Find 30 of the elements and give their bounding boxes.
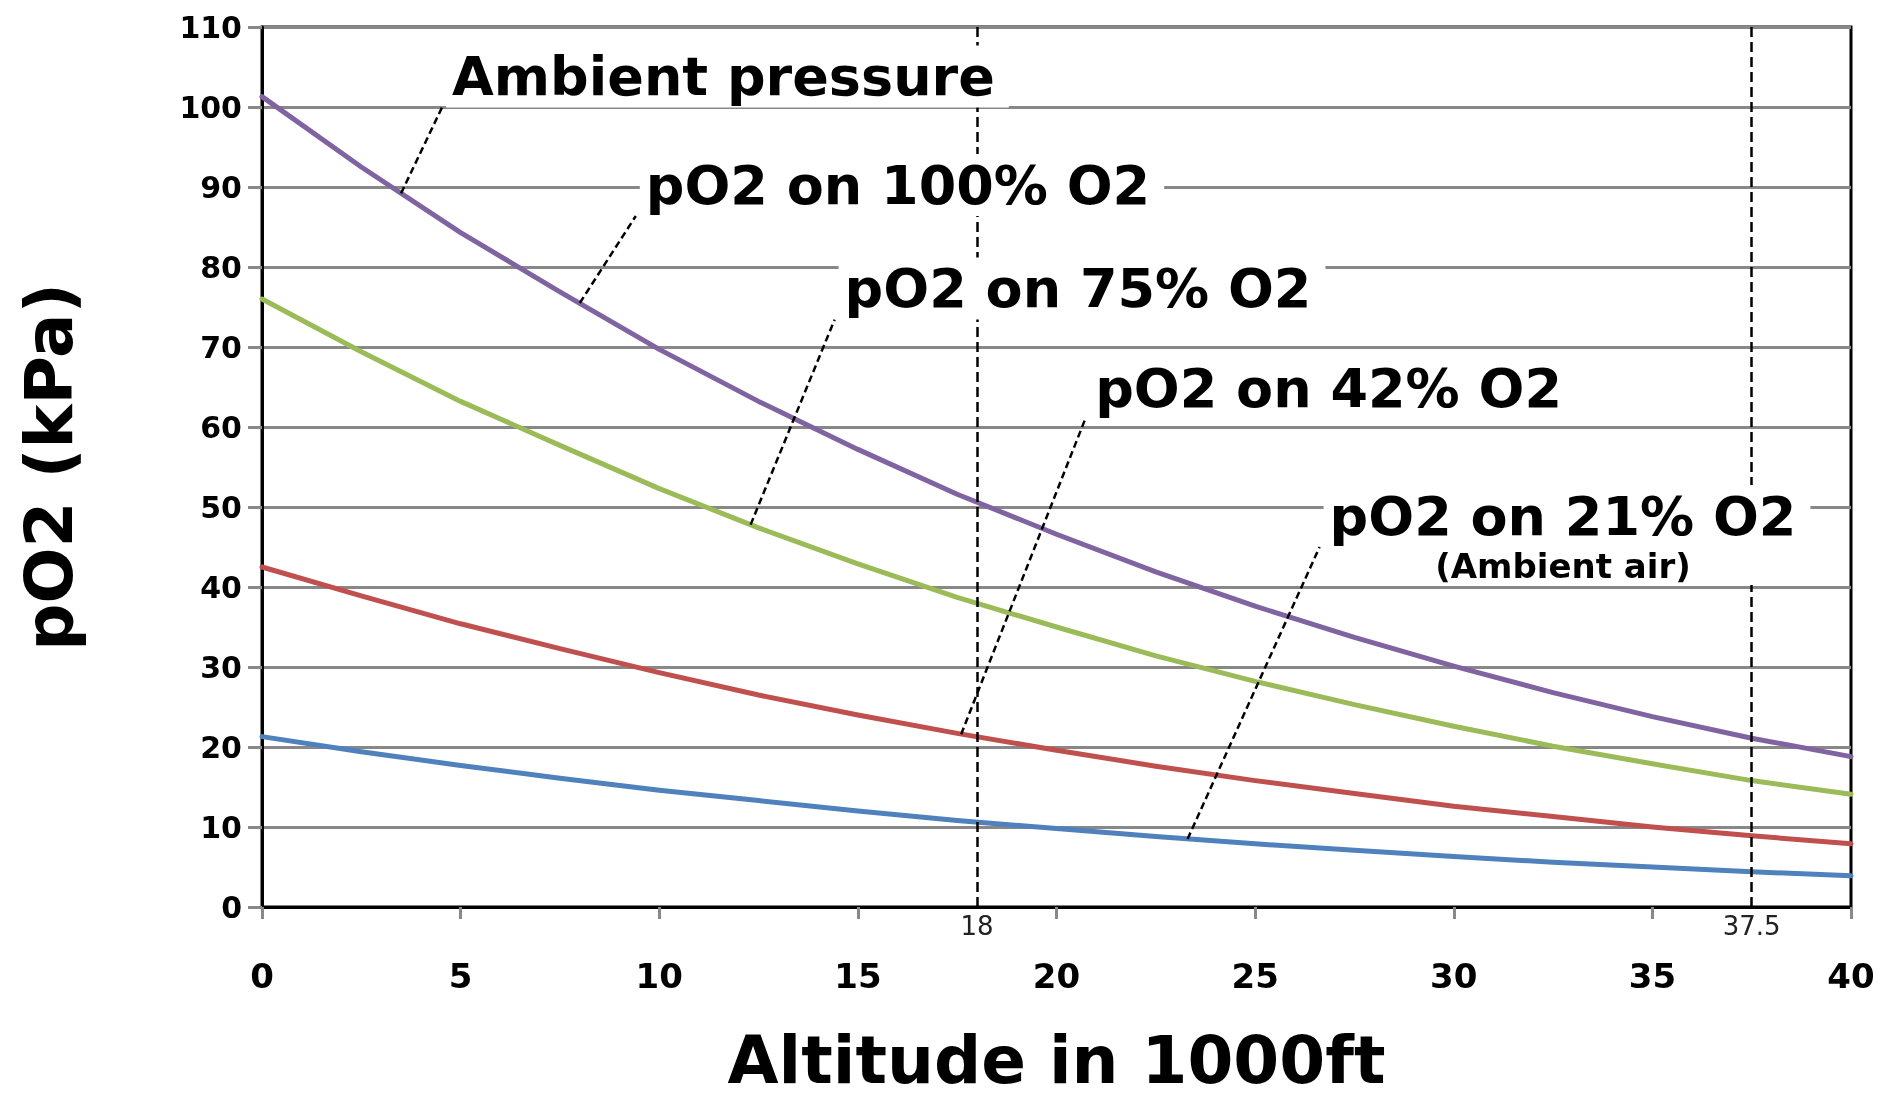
- ref-line-label: 18: [960, 911, 994, 941]
- x-tick-label: 30: [1430, 956, 1478, 996]
- annotation: Ambient pressure: [452, 44, 995, 108]
- x-tick-label: 25: [1231, 956, 1279, 996]
- x-tick-label: 0: [250, 956, 274, 996]
- x-tick-label: 5: [448, 956, 473, 996]
- ref-line-label: 37.5: [1722, 911, 1781, 941]
- y-tick-label: 50: [200, 489, 242, 525]
- y-tick-label: 30: [200, 649, 242, 685]
- y-tick-label: 100: [179, 89, 242, 125]
- y-tick-label: 110: [179, 9, 242, 45]
- x-tick-label: 35: [1628, 956, 1677, 996]
- annotation: pO2 on 42% O2: [1095, 356, 1562, 420]
- y-tick-label: 10: [200, 809, 242, 845]
- x-axis-title: Altitude in 1000ft: [727, 1021, 1386, 1099]
- x-tick-label: 15: [834, 956, 882, 996]
- x-tick-label: 20: [1032, 956, 1081, 996]
- y-tick-label: 20: [200, 729, 242, 765]
- y-tick-label: 60: [200, 409, 242, 445]
- annotation: pO2 on 21% O2 (Ambient air): [1329, 484, 1797, 586]
- y-tick-label: 70: [200, 329, 242, 365]
- y-axis-title: pO2 (kPa): [10, 283, 88, 651]
- y-tick-label: 90: [200, 169, 242, 205]
- annotation: pO2 on 75% O2: [844, 257, 1312, 321]
- annotation: pO2 on 100% O2: [645, 153, 1151, 217]
- x-tick-label: 10: [635, 956, 683, 996]
- y-tick-label: 80: [200, 249, 242, 285]
- y-tick-label: 40: [200, 569, 242, 605]
- x-tick-label: 40: [1827, 956, 1875, 996]
- y-tick-label: 0: [221, 889, 242, 925]
